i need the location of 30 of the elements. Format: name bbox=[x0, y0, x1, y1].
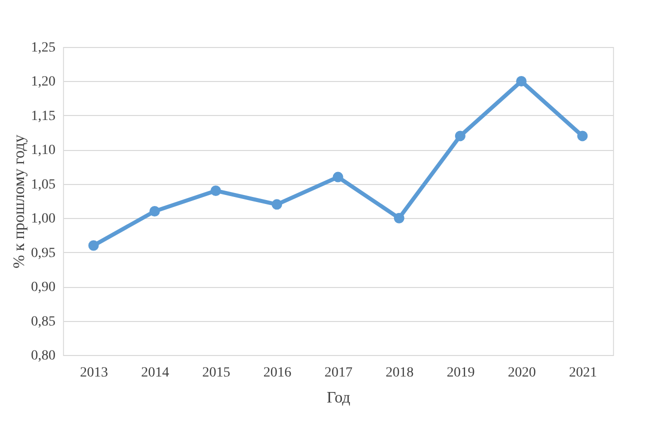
y-tick-label: 1,20 bbox=[31, 74, 56, 90]
point bbox=[454, 130, 466, 142]
y-tick-label: 0,95 bbox=[31, 246, 56, 261]
point bbox=[272, 199, 282, 210]
x-axis-title: Год bbox=[326, 390, 350, 406]
x-tick-label: 2015 bbox=[202, 366, 230, 380]
y-tick-label: 1,15 bbox=[31, 108, 56, 124]
y-tick-label: 0,80 bbox=[31, 348, 56, 364]
x-tick-label: 2014 bbox=[141, 366, 170, 380]
y-axis-title: % к прошлому году bbox=[11, 134, 28, 268]
x-tick-label: 2018 bbox=[386, 366, 414, 380]
x-tick-label: 2020 bbox=[508, 366, 536, 380]
point bbox=[149, 206, 160, 216]
point bbox=[332, 172, 344, 182]
x-tick-label: 2019 bbox=[446, 366, 475, 380]
y-tick-label: 1,05 bbox=[31, 177, 56, 192]
point bbox=[210, 186, 222, 196]
y-tick-label: 1,00 bbox=[31, 212, 56, 227]
x-tick-label: 2013 bbox=[80, 366, 108, 380]
point bbox=[394, 212, 404, 224]
point bbox=[88, 240, 99, 251]
y-tick-label: 1,10 bbox=[31, 143, 56, 158]
x-tick-label: 2016 bbox=[263, 366, 292, 380]
x-tick-label: 2017 bbox=[324, 366, 352, 380]
point bbox=[516, 76, 527, 86]
point bbox=[577, 130, 588, 142]
y-tick-label: 1,25 bbox=[31, 40, 56, 56]
y-tick-label: 0,90 bbox=[31, 280, 56, 296]
x-tick-label: 2021 bbox=[568, 366, 597, 380]
y-tick-label: 0,85 bbox=[31, 314, 56, 330]
